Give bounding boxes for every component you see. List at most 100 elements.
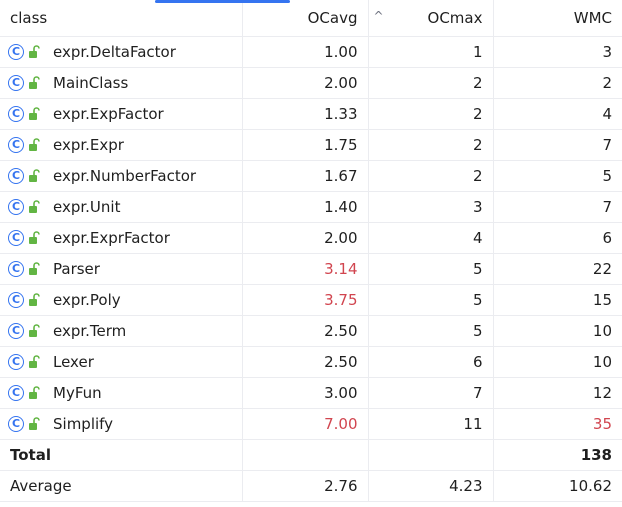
ocmax-cell: 11 [368, 408, 494, 440]
class-name: expr.Unit [53, 197, 121, 216]
table-row[interactable]: C MainClass 2.00 2 2 [0, 67, 622, 99]
class-icon: C [8, 260, 24, 277]
ocmax-cell: 5 [368, 253, 494, 285]
ocmax-cell: 2 [368, 67, 494, 99]
average-ocmax: 4.23 [368, 470, 494, 502]
wmc-cell: 7 [493, 129, 622, 161]
unlocked-lock-icon [29, 230, 40, 244]
table-row[interactable]: C expr.Poly 3.75 5 15 [0, 284, 622, 316]
table-row[interactable]: C expr.Unit 1.40 3 7 [0, 191, 622, 223]
class-cell[interactable]: C expr.Expr [0, 129, 243, 161]
sort-ascending-icon[interactable]: ^ [373, 9, 384, 23]
class-cell[interactable]: C Simplify [0, 408, 243, 440]
ocmax-cell: 6 [368, 346, 494, 378]
total-wmc: 138 [493, 439, 622, 471]
column-header-ocmax[interactable]: OCmax [368, 0, 494, 37]
class-cell[interactable]: C MyFun [0, 377, 243, 409]
class-cell[interactable]: C MainClass [0, 67, 243, 99]
unlocked-lock-icon [29, 137, 40, 151]
total-ocmax [368, 439, 494, 471]
column-header-ocavg[interactable]: OCavg ^ [242, 0, 384, 37]
class-icon: C [8, 105, 24, 122]
ocavg-cell: 2.00 [242, 222, 369, 254]
unlocked-lock-icon [29, 323, 40, 337]
class-icon: C [8, 74, 24, 91]
table-row[interactable]: C Simplify 7.00 11 35 [0, 408, 622, 440]
table-row[interactable]: C expr.ExpFactor 1.33 2 4 [0, 98, 622, 130]
class-cell[interactable]: C expr.Unit [0, 191, 243, 223]
table-row[interactable]: C expr.Expr 1.75 2 7 [0, 129, 622, 161]
column-header-wmc[interactable]: WMC [493, 0, 622, 37]
ocmax-cell: 5 [368, 315, 494, 347]
class-name: expr.ExprFactor [53, 228, 170, 247]
average-row[interactable]: Average 2.76 4.23 10.62 [0, 470, 622, 502]
unlocked-lock-icon [29, 416, 40, 430]
class-cell[interactable]: C expr.Poly [0, 284, 243, 316]
ocmax-cell: 2 [368, 129, 494, 161]
table-row[interactable]: C MyFun 3.00 7 12 [0, 377, 622, 409]
class-name: Parser [53, 259, 100, 278]
table-row[interactable]: C Lexer 2.50 6 10 [0, 346, 622, 378]
column-header-ocavg-label: OCavg [307, 8, 358, 27]
ocavg-cell: 2.50 [242, 346, 369, 378]
class-cell[interactable]: C expr.NumberFactor [0, 160, 243, 192]
class-name: expr.ExpFactor [53, 104, 164, 123]
average-wmc: 10.62 [493, 470, 622, 502]
class-cell[interactable]: C expr.Term [0, 315, 243, 347]
ocavg-cell: 3.14 [242, 253, 369, 285]
ocmax-cell: 2 [368, 160, 494, 192]
table-row[interactable]: C expr.NumberFactor 1.67 2 5 [0, 160, 622, 192]
class-icon: C [8, 322, 24, 339]
ocavg-cell: 3.75 [242, 284, 369, 316]
total-row[interactable]: Total 138 [0, 439, 622, 471]
wmc-cell: 7 [493, 191, 622, 223]
class-icon: C [8, 136, 24, 153]
wmc-cell: 5 [493, 160, 622, 192]
class-cell[interactable]: C expr.DeltaFactor [0, 36, 243, 68]
unlocked-lock-icon [29, 168, 40, 182]
ocavg-cell: 1.40 [242, 191, 369, 223]
class-icon: C [8, 384, 24, 401]
wmc-cell: 2 [493, 67, 622, 99]
wmc-cell: 6 [493, 222, 622, 254]
class-name: Lexer [53, 352, 94, 371]
class-name: Simplify [53, 414, 114, 433]
class-name: MyFun [53, 383, 102, 402]
column-header-class[interactable]: class [0, 0, 243, 37]
unlocked-lock-icon [29, 75, 40, 89]
class-name: expr.NumberFactor [53, 166, 197, 185]
class-icon: C [8, 291, 24, 308]
unlocked-lock-icon [29, 199, 40, 213]
unlocked-lock-icon [29, 44, 40, 58]
ocmax-cell: 2 [368, 98, 494, 130]
class-icon: C [8, 353, 24, 370]
ocavg-cell: 7.00 [242, 408, 369, 440]
ocavg-cell: 3.00 [242, 377, 369, 409]
table-row[interactable]: C expr.ExprFactor 2.00 4 6 [0, 222, 622, 254]
unlocked-lock-icon [29, 385, 40, 399]
ocavg-cell: 2.50 [242, 315, 369, 347]
wmc-cell: 10 [493, 346, 622, 378]
unlocked-lock-icon [29, 354, 40, 368]
average-label: Average [0, 470, 243, 502]
class-icon: C [8, 43, 24, 60]
unlocked-lock-icon [29, 292, 40, 306]
unlocked-lock-icon [29, 106, 40, 120]
table-row[interactable]: C expr.Term 2.50 5 10 [0, 315, 622, 347]
wmc-cell: 12 [493, 377, 622, 409]
class-cell[interactable]: C expr.ExpFactor [0, 98, 243, 130]
class-cell[interactable]: C expr.ExprFactor [0, 222, 243, 254]
class-icon: C [8, 229, 24, 246]
wmc-cell: 3 [493, 36, 622, 68]
horizontal-scroll-thumb[interactable] [155, 0, 290, 3]
ocavg-cell: 1.67 [242, 160, 369, 192]
class-cell[interactable]: C Parser [0, 253, 243, 285]
wmc-cell: 35 [493, 408, 622, 440]
ocmax-cell: 1 [368, 36, 494, 68]
table-row[interactable]: C expr.DeltaFactor 1.00 1 3 [0, 36, 622, 68]
class-icon: C [8, 167, 24, 184]
table-row[interactable]: C Parser 3.14 5 22 [0, 253, 622, 285]
class-cell[interactable]: C Lexer [0, 346, 243, 378]
table-header-row: class OCavg ^ OCmax WMC [0, 0, 622, 37]
